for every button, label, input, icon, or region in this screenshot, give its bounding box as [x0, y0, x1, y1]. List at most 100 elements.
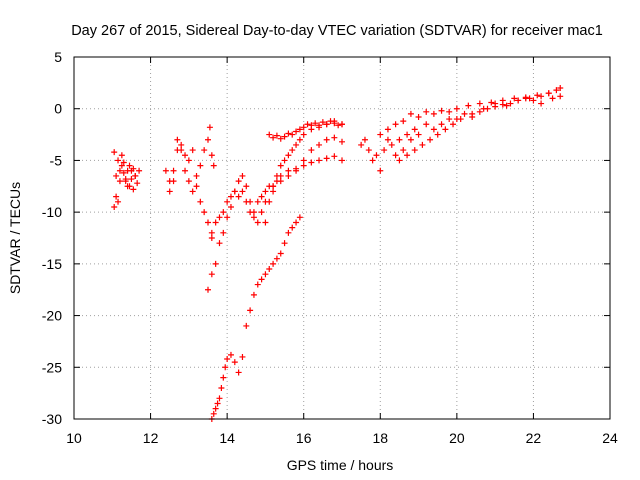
- y-tick-label: -20: [42, 308, 62, 324]
- data-point: [111, 149, 118, 156]
- data-point: [120, 169, 127, 176]
- data-point: [243, 198, 250, 205]
- data-point: [400, 118, 407, 125]
- data-point: [193, 172, 200, 179]
- y-tick-label: -15: [42, 256, 62, 272]
- data-point: [499, 97, 506, 104]
- data-point: [227, 203, 234, 210]
- data-point: [218, 384, 225, 391]
- data-point: [488, 99, 495, 106]
- data-point: [210, 410, 217, 417]
- data-point: [396, 136, 403, 143]
- data-point: [224, 214, 231, 221]
- data-point: [308, 122, 315, 129]
- data-point: [457, 116, 464, 123]
- data-point: [235, 193, 242, 200]
- data-point: [373, 152, 380, 159]
- data-point: [126, 162, 133, 169]
- data-point: [530, 97, 537, 104]
- data-point: [210, 162, 217, 169]
- data-point: [247, 307, 254, 314]
- data-point: [308, 159, 315, 166]
- data-point: [316, 122, 323, 129]
- data-point: [220, 374, 227, 381]
- data-point: [205, 136, 211, 143]
- data-point: [185, 157, 192, 164]
- data-point: [323, 136, 330, 143]
- data-point: [250, 291, 257, 298]
- data-point: [465, 102, 472, 109]
- data-point: [423, 108, 430, 115]
- x-tick-label: 18: [372, 430, 388, 446]
- data-point: [430, 126, 437, 133]
- data-point: [227, 351, 234, 358]
- data-point: [361, 136, 368, 143]
- data-point: [247, 209, 254, 216]
- data-point: [258, 193, 265, 200]
- data-point: [557, 85, 564, 92]
- data-point: [331, 134, 338, 141]
- data-point: [162, 167, 169, 174]
- data-point: [222, 364, 229, 371]
- data-point: [227, 193, 234, 200]
- data-point: [115, 198, 122, 205]
- x-tick-label: 10: [66, 430, 82, 446]
- data-point: [124, 183, 131, 190]
- data-point: [358, 141, 365, 148]
- data-point: [258, 276, 265, 283]
- data-point: [392, 152, 399, 159]
- data-point: [507, 100, 514, 107]
- data-point: [189, 147, 196, 154]
- data-point: [300, 162, 307, 169]
- data-point: [293, 128, 300, 135]
- data-point: [411, 126, 418, 133]
- data-point: [270, 188, 277, 195]
- data-point: [235, 178, 242, 185]
- data-point: [293, 219, 300, 226]
- data-point: [404, 131, 411, 138]
- data-point: [277, 162, 284, 169]
- data-point: [231, 359, 238, 366]
- data-point: [300, 124, 307, 131]
- data-point: [316, 157, 323, 164]
- data-point: [118, 152, 125, 159]
- x-tick-label: 16: [296, 430, 312, 446]
- data-point: [206, 124, 213, 131]
- series-arc-j: [396, 95, 556, 164]
- data-point: [134, 180, 141, 187]
- data-points: [111, 85, 564, 422]
- data-point: [453, 105, 460, 112]
- data-point: [538, 100, 545, 107]
- data-point: [130, 186, 137, 193]
- data-point: [166, 188, 173, 195]
- data-point: [377, 167, 384, 174]
- x-tick-label: 24: [602, 430, 618, 446]
- data-point: [304, 121, 311, 128]
- data-point: [170, 167, 177, 174]
- axis-ticks: 10 12 14 16 18 20 22 24 5 0 -5 -10 -15 -20 -25 -30: [42, 49, 618, 446]
- data-point: [270, 134, 277, 141]
- series-arc-a: [111, 149, 143, 190]
- data-point: [557, 93, 564, 100]
- data-point: [277, 250, 284, 257]
- data-point: [189, 188, 196, 195]
- data-point: [407, 110, 414, 117]
- data-point: [312, 120, 319, 127]
- data-point: [423, 121, 430, 128]
- data-point: [503, 102, 510, 109]
- data-point: [335, 122, 342, 129]
- data-point: [254, 281, 261, 288]
- data-point: [492, 100, 499, 107]
- data-point: [415, 113, 422, 120]
- data-point: [243, 322, 250, 329]
- data-point: [400, 147, 407, 154]
- data-point: [281, 157, 288, 164]
- data-point: [239, 353, 246, 360]
- series-arc-d: [208, 134, 345, 236]
- data-point: [216, 395, 223, 402]
- y-tick-label: 0: [54, 101, 62, 117]
- data-point: [212, 405, 219, 412]
- data-point: [111, 203, 118, 210]
- data-point: [216, 214, 223, 221]
